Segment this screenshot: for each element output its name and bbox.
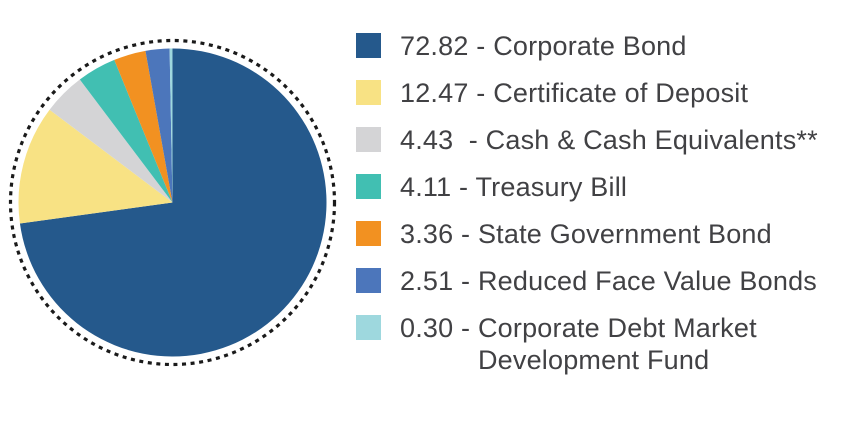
legend-swatch (356, 80, 381, 105)
legend-swatch (356, 221, 381, 246)
pie-slice (114, 50, 173, 203)
legend-separator: - (453, 266, 478, 296)
legend-swatch (356, 33, 381, 58)
legend-name: Certificate of Deposit (493, 78, 749, 108)
legend-name: Cash & Cash Equivalents** (485, 125, 818, 155)
legend-value: 0.30 (400, 313, 454, 343)
pie-slices (18, 48, 327, 357)
legend: 72.82 - Corporate Bond 12.47 - Certifica… (356, 30, 838, 376)
legend-item-corporate-debt-market-development-fund: 0.30 - Corporate Debt Market Development… (356, 312, 838, 376)
legend-swatch (356, 174, 381, 199)
legend-value: 72.82 (400, 31, 469, 61)
pie-slice (145, 48, 173, 203)
legend-separator: - (453, 125, 486, 155)
legend-label: 72.82 - Corporate Bond (400, 30, 687, 62)
legend-value: 4.11 (400, 172, 452, 202)
legend-swatch (356, 315, 381, 340)
legend-label: 2.51 - Reduced Face Value Bonds (400, 265, 817, 297)
legend-item-state-government-bond: 3.36 - State Government Bond (356, 218, 838, 250)
legend-separator: - (451, 172, 476, 202)
legend-name: Reduced Face Value Bonds (477, 266, 817, 296)
pie-slice (19, 48, 327, 357)
legend-separator: - (453, 313, 478, 343)
legend-name: State Government Bond (477, 219, 772, 249)
legend-name: Treasury Bill (475, 172, 628, 202)
legend-separator: - (468, 31, 494, 61)
legend-label: 4.43 - Cash & Cash Equivalents** (400, 124, 818, 156)
legend-value: 4.43 (400, 125, 454, 155)
legend-name: Corporate Bond (493, 31, 687, 61)
legend-label: 0.30 - Corporate Debt Market Development… (400, 312, 778, 376)
legend-label: 12.47 - Certificate of Deposit (400, 77, 748, 109)
legend-item-cash-equivalents: 4.43 - Cash & Cash Equivalents** (356, 124, 838, 156)
legend-label: 3.36 - State Government Bond (400, 218, 772, 250)
legend-separator: - (468, 78, 494, 108)
legend-name: Corporate Debt Market Development Fund (477, 313, 757, 375)
pie-slice (79, 59, 173, 203)
legend-value: 3.36 (400, 219, 454, 249)
legend-label: 4.11 - Treasury Bill (400, 171, 627, 203)
legend-swatch (356, 268, 381, 293)
pie-slice (169, 48, 173, 203)
legend-item-reduced-face-value-bonds: 2.51 - Reduced Face Value Bonds (356, 265, 838, 297)
legend-value: 2.51 (400, 266, 454, 296)
pie-chart (8, 38, 337, 367)
legend-swatch (356, 127, 381, 152)
dotted-ring-border (8, 38, 337, 367)
pie-slice (49, 79, 173, 203)
legend-item-corporate-bond: 72.82 - Corporate Bond (356, 30, 838, 62)
legend-item-treasury-bill: 4.11 - Treasury Bill (356, 171, 838, 203)
legend-separator: - (453, 219, 478, 249)
legend-value: 12.47 (400, 78, 469, 108)
legend-item-certificate-of-deposit: 12.47 - Certificate of Deposit (356, 77, 838, 109)
pie-slice (18, 109, 173, 224)
